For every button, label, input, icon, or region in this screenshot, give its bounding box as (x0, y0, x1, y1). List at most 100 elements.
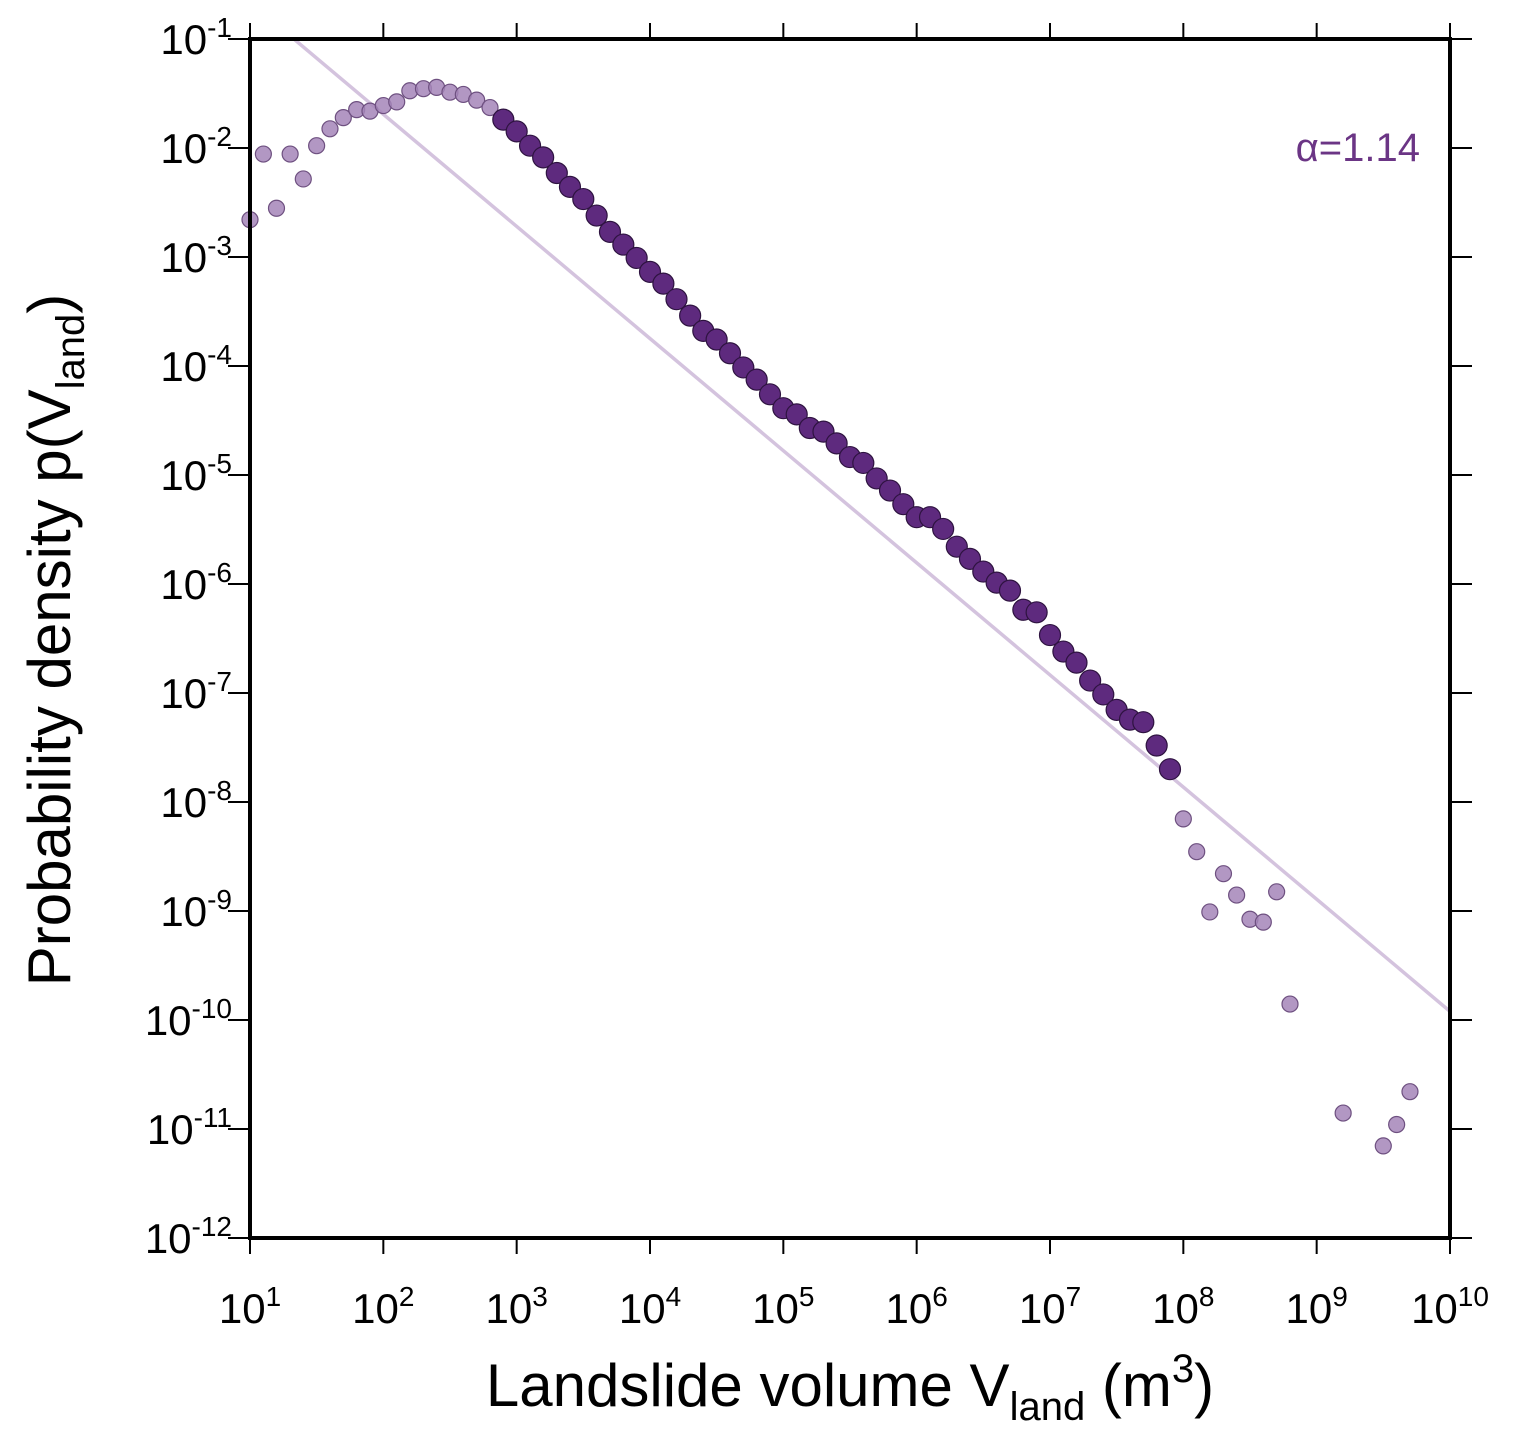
data-point-excluded (1374, 1137, 1392, 1155)
y-tick-label-base: 10 (160, 452, 207, 499)
y-tick-label-base: 10 (160, 125, 207, 172)
y-tick-label: 10-1 (160, 12, 232, 63)
y-tick-label-base: 10 (160, 234, 207, 281)
x-tick-label-exponent: 10 (1458, 1281, 1489, 1312)
y-tick-label-exponent: -6 (207, 557, 232, 588)
y-tick-label: 10-7 (160, 666, 232, 717)
x-tick-label-exponent: 9 (1332, 1281, 1348, 1312)
y-tick-label-base: 10 (145, 997, 192, 1044)
data-point-excluded (294, 170, 312, 188)
x-tick-label: 108 (1152, 1281, 1214, 1332)
x-tick-label-base: 10 (1411, 1285, 1458, 1332)
axis-ticks-layer (228, 23, 1472, 1254)
data-point-excluded (1268, 883, 1286, 901)
x-tick-label-base: 10 (219, 1285, 266, 1332)
data-point-fit (1158, 758, 1182, 781)
x-tick-label-base: 10 (1019, 1285, 1066, 1332)
x-tick-label-exponent: 7 (1066, 1281, 1082, 1312)
data-point-fit (785, 403, 808, 426)
data-point-fit (1065, 651, 1088, 674)
data-point-fit (1132, 711, 1155, 734)
y-tick-label: 10-8 (160, 775, 232, 826)
data-point-excluded (1388, 1115, 1406, 1134)
x-tick-label: 1010 (1411, 1281, 1489, 1332)
x-tick-label-base: 10 (352, 1285, 399, 1332)
y-tick-label-exponent: -4 (207, 339, 232, 370)
y-tick-label-base: 10 (160, 561, 207, 608)
x-axis-title-suffix: (m (1085, 1352, 1172, 1419)
data-point-fit (612, 233, 635, 256)
data-point-fit (878, 479, 902, 502)
data-point-fit (1025, 601, 1048, 624)
data-point-fit (625, 246, 648, 270)
power-law-fit-line (291, 39, 1450, 1013)
y-tick-label-base: 10 (160, 670, 207, 717)
x-tick-label-exponent: 6 (932, 1281, 948, 1312)
x-tick-label-exponent: 4 (666, 1281, 682, 1312)
data-point-excluded (254, 145, 272, 163)
data-point-fit (758, 383, 782, 406)
data-point-fit (679, 304, 702, 327)
x-tick-label-exponent: 3 (532, 1281, 548, 1312)
x-tick-label: 103 (486, 1281, 548, 1332)
y-tick-label-exponent: -5 (207, 448, 232, 479)
data-point-excluded (308, 137, 326, 155)
x-tick-label-base: 10 (1152, 1285, 1199, 1332)
data-point-excluded (1188, 843, 1206, 861)
fit-line-layer (291, 39, 1450, 1013)
data-point-fit (1079, 669, 1102, 692)
y-axis-title-close: ) (16, 294, 83, 314)
y-tick-label: 10-12 (145, 1211, 232, 1262)
data-point-fit (718, 342, 742, 365)
x-tick-label-exponent: 2 (399, 1281, 415, 1312)
y-tick-label: 10-10 (145, 993, 232, 1044)
data-point-excluded (1281, 995, 1299, 1013)
x-tick-label: 106 (886, 1281, 948, 1332)
y-axis-title-subscript: land (49, 314, 93, 390)
y-tick-label: 10-3 (160, 230, 232, 281)
data-point-excluded (321, 120, 339, 138)
x-tick-label: 102 (352, 1281, 414, 1332)
x-axis-title-main: Landslide volume V (486, 1352, 1010, 1419)
data-point-fit (545, 161, 568, 185)
y-tick-label: 10-2 (160, 121, 232, 172)
data-point-fit (705, 328, 728, 351)
x-tick-label: 104 (619, 1281, 681, 1332)
data-point-excluded (1401, 1083, 1419, 1101)
data-point-fit (1092, 683, 1115, 706)
x-axis-title-superscript: 3 (1172, 1347, 1194, 1391)
data-point-fit (825, 432, 848, 455)
y-tick-label-exponent: -8 (207, 775, 232, 806)
y-tick-label-exponent: -3 (207, 230, 232, 261)
x-tick-label-base: 10 (619, 1285, 666, 1332)
data-point-excluded (281, 145, 299, 163)
data-point-fit (532, 146, 555, 169)
data-point-excluded (388, 93, 406, 111)
y-tick-label: 10-9 (160, 884, 232, 935)
x-tick-label: 101 (219, 1281, 281, 1332)
y-axis-title-main: Probability density p(V (16, 389, 83, 986)
data-point-fit (652, 272, 675, 295)
data-point-fit (998, 579, 1022, 602)
x-tick-label-base: 10 (886, 1285, 933, 1332)
data-point-excluded (267, 199, 286, 217)
y-tick-label-exponent: -10 (192, 993, 232, 1024)
y-tick-label-exponent: -7 (207, 666, 232, 697)
y-tick-label-base: 10 (160, 888, 207, 935)
x-axis-title: Landslide volume Vland (m3) (486, 1347, 1214, 1429)
x-tick-label: 105 (752, 1281, 814, 1332)
y-tick-label-base: 10 (160, 343, 207, 390)
y-tick-label: 10-5 (160, 448, 232, 499)
data-points-layer (241, 78, 1419, 1155)
x-tick-label: 109 (1286, 1281, 1348, 1332)
y-tick-label-exponent: -11 (194, 1102, 232, 1133)
x-tick-label-base: 10 (1286, 1285, 1333, 1332)
data-point-fit (1145, 734, 1168, 757)
data-point-fit (745, 368, 768, 391)
data-point-excluded (468, 91, 486, 109)
data-point-excluded (1214, 865, 1233, 883)
y-tick-label: 10-11 (147, 1102, 232, 1153)
data-point-fit (932, 517, 955, 541)
data-point-excluded (334, 109, 352, 127)
y-tick-label-base: 10 (147, 1106, 194, 1153)
